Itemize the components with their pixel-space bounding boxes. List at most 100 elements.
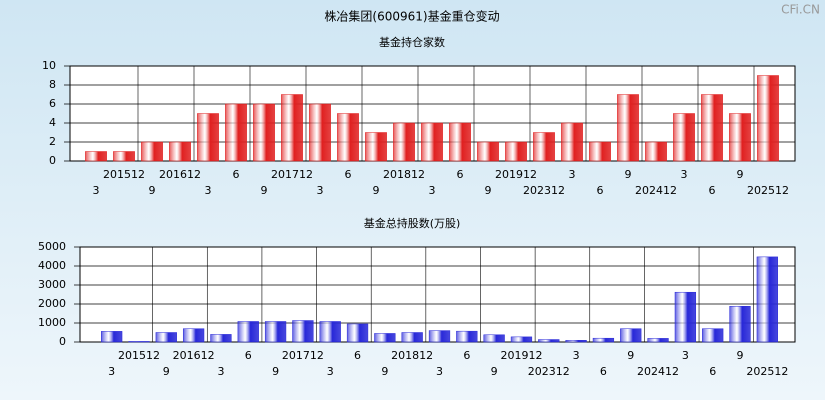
bar	[428, 330, 451, 343]
x-tick-label: 202412	[635, 184, 677, 197]
y-tick-label: 2	[49, 135, 56, 148]
bar	[346, 323, 369, 343]
bar	[113, 151, 135, 162]
bar	[182, 328, 205, 343]
bar	[533, 132, 555, 162]
x-tick-label: 201912	[500, 349, 542, 362]
bar	[101, 331, 123, 343]
y-tick-label: 0	[59, 335, 66, 348]
bar	[319, 321, 341, 343]
x-tick-label: 9	[373, 184, 380, 197]
bar	[292, 320, 314, 343]
bar	[237, 321, 259, 343]
x-tick-label: 6	[463, 349, 470, 362]
watermark: CFi.CN	[781, 3, 820, 17]
x-tick-label: 3	[108, 365, 115, 378]
x-tick-label: 3	[217, 365, 224, 378]
x-tick-label: 9	[149, 184, 156, 197]
bar	[210, 334, 232, 343]
bar	[589, 141, 611, 162]
x-tick-label: 9	[381, 365, 388, 378]
x-tick-label: 201812	[391, 349, 433, 362]
bar	[264, 321, 287, 343]
bar	[337, 113, 359, 162]
bar	[365, 132, 387, 162]
bar	[617, 94, 639, 162]
x-tick-label: 9	[491, 365, 498, 378]
x-tick-label: 201512	[103, 168, 145, 181]
x-tick-label: 201712	[282, 349, 324, 362]
bar	[674, 291, 697, 343]
bar	[538, 339, 560, 343]
bar	[729, 306, 751, 343]
x-tick-label: 6	[597, 184, 604, 197]
x-tick-label: 202512	[747, 184, 789, 197]
bar	[374, 333, 396, 343]
x-tick-label: 202312	[523, 184, 565, 197]
bar	[169, 141, 191, 162]
bar	[401, 332, 423, 343]
x-tick-label: 3	[682, 349, 689, 362]
x-tick-label: 9	[261, 184, 268, 197]
y-tick-label: 0	[49, 154, 56, 167]
x-tick-label: 6	[233, 168, 240, 181]
x-tick-label: 201612	[173, 349, 215, 362]
bar	[281, 94, 303, 162]
x-tick-label: 201512	[118, 349, 160, 362]
bar	[673, 113, 695, 162]
bar	[253, 103, 275, 162]
chart-subtitle: 基金总持股数(万股)	[364, 216, 461, 230]
bar	[565, 340, 587, 343]
x-tick-label: 202512	[746, 365, 788, 378]
y-tick-label: 3000	[38, 278, 66, 291]
x-tick-label: 9	[737, 349, 744, 362]
bar	[309, 103, 331, 162]
x-tick-label: 9	[272, 365, 279, 378]
x-tick-label: 3	[429, 184, 436, 197]
x-tick-label: 201612	[159, 168, 201, 181]
bar	[702, 328, 724, 343]
x-tick-label: 3	[573, 349, 580, 362]
x-tick-label: 9	[737, 168, 744, 181]
y-tick-label: 10	[42, 59, 56, 72]
y-tick-label: 8	[49, 78, 56, 91]
x-tick-label: 3	[569, 168, 576, 181]
bar	[729, 113, 751, 162]
bar	[645, 141, 667, 162]
bar	[647, 338, 669, 343]
bar	[85, 151, 107, 162]
x-tick-label: 6	[709, 365, 716, 378]
y-tick-label: 6	[49, 97, 56, 110]
bar	[510, 336, 533, 343]
x-tick-label: 6	[709, 184, 716, 197]
x-tick-label: 6	[354, 349, 361, 362]
y-tick-label: 4	[49, 116, 56, 129]
x-tick-label: 9	[163, 365, 170, 378]
x-tick-label: 6	[457, 168, 464, 181]
bar	[421, 122, 443, 162]
bar	[592, 337, 615, 343]
bar	[225, 103, 247, 162]
y-tick-label: 2000	[38, 297, 66, 310]
chart-subtitle: 基金持仓家数	[379, 35, 445, 49]
x-tick-label: 201812	[383, 168, 425, 181]
bar	[155, 332, 177, 343]
x-tick-label: 3	[681, 168, 688, 181]
x-tick-label: 3	[327, 365, 334, 378]
bar	[701, 94, 723, 162]
y-tick-label: 4000	[38, 259, 66, 272]
bar	[393, 122, 415, 162]
y-tick-label: 1000	[38, 316, 66, 329]
x-tick-label: 6	[345, 168, 352, 181]
x-tick-label: 201912	[495, 168, 537, 181]
bar	[128, 341, 150, 343]
bar	[505, 141, 527, 162]
x-tick-label: 202312	[528, 365, 570, 378]
bar	[449, 122, 471, 162]
page-title: 株冶集团(600961)基金重仓变动	[324, 9, 499, 24]
x-tick-label: 201712	[271, 168, 313, 181]
bar	[483, 334, 505, 343]
bar	[561, 122, 583, 162]
x-tick-label: 9	[485, 184, 492, 197]
